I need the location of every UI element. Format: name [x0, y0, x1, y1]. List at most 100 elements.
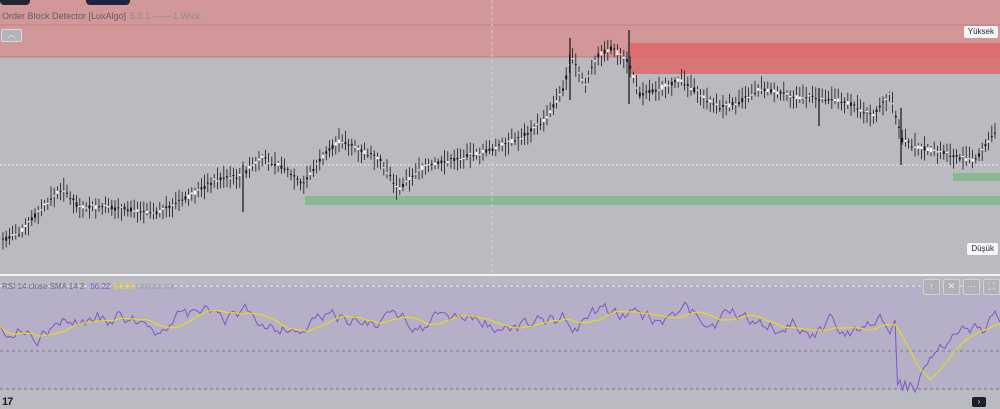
candle-body	[782, 92, 785, 94]
candle-body	[379, 158, 382, 161]
candle-body	[846, 101, 849, 105]
candle-body	[363, 150, 366, 155]
candle-body	[549, 110, 552, 114]
candle-body	[680, 79, 683, 82]
maximize-icon[interactable]: ⛶	[983, 279, 1000, 295]
rsi-na-values: n/a n/a n/a	[136, 282, 175, 291]
toolbar-tab[interactable]	[86, 0, 130, 5]
candle-body	[34, 213, 36, 218]
candle-body	[309, 172, 312, 176]
candle-body	[354, 146, 356, 148]
candle-body	[114, 207, 116, 211]
candle-body	[683, 84, 686, 86]
candle-body	[539, 123, 542, 125]
candle-body	[62, 190, 65, 192]
candle-body	[664, 83, 667, 87]
candle-body	[200, 187, 203, 190]
bearish-order-block	[630, 43, 1000, 74]
candle-body	[949, 155, 952, 157]
indicator-params: 5 3 1 —— 1 Wick	[130, 11, 201, 21]
more-icon[interactable]: ···	[963, 279, 980, 295]
candle-body	[587, 75, 590, 77]
candle-body	[322, 154, 324, 159]
chevron-up-icon[interactable]: ︿	[1, 29, 22, 42]
candle-body	[808, 95, 811, 97]
candle-body	[853, 104, 856, 106]
candle-body	[632, 74, 635, 78]
candle-body	[613, 48, 616, 50]
candle-body	[245, 170, 248, 174]
candle-body	[603, 49, 606, 54]
candle-body	[389, 175, 392, 177]
candle-body	[312, 168, 315, 171]
candle-body	[261, 155, 264, 158]
candle-body	[133, 210, 136, 212]
candle-body	[405, 180, 408, 182]
price-chart[interactable]	[0, 0, 1000, 274]
candle-body	[178, 199, 180, 201]
candle-body	[619, 53, 622, 55]
candle-body	[277, 162, 280, 166]
toolbar-tab[interactable]	[0, 0, 30, 5]
price-pane[interactable]: Order Block Detector [LuxAlgo] 5 3 1 —— 1…	[0, 0, 1000, 274]
candle-body	[866, 111, 868, 113]
candle-body	[677, 78, 680, 82]
candle-body	[597, 53, 600, 58]
candle-body	[952, 155, 955, 158]
candle-body	[430, 163, 433, 165]
tradingview-logo[interactable]: 17	[2, 396, 13, 408]
pane-divider[interactable]	[0, 274, 1000, 276]
candle-body	[171, 204, 174, 206]
candle-body	[741, 98, 744, 103]
rsi-ma-value: 54.09	[113, 282, 134, 291]
candle-body	[267, 162, 270, 164]
candle-body	[888, 93, 891, 95]
candle-body	[98, 206, 100, 208]
rsi-pane[interactable]: RSI 14 close SMA 14 2 56.22 54.09 n/a n/a n…	[0, 276, 1000, 409]
candle-body	[386, 172, 388, 174]
candle-body	[981, 149, 984, 151]
chevron-right-icon[interactable]: ›	[972, 397, 986, 407]
candle-body	[338, 139, 340, 144]
candle-body	[565, 75, 568, 80]
candle-body	[501, 142, 504, 146]
candle-body	[120, 206, 123, 208]
candle-body	[251, 164, 254, 166]
candle-body	[498, 144, 500, 146]
candle-body	[760, 89, 763, 91]
candle-body	[280, 165, 283, 169]
candle-body	[520, 138, 523, 140]
candle-body	[299, 181, 302, 184]
candle-body	[184, 196, 187, 200]
close-icon[interactable]: ✕	[943, 279, 960, 295]
candle-body	[824, 99, 827, 101]
candle-body	[750, 94, 753, 96]
candle-body	[930, 147, 932, 153]
candle-body	[718, 108, 721, 110]
candle-body	[907, 141, 910, 143]
candle-body	[485, 149, 488, 153]
candle-body	[18, 234, 20, 236]
candle-body	[910, 146, 913, 148]
candle-body	[146, 210, 148, 214]
candle-body	[766, 88, 769, 93]
rsi-band	[0, 284, 1000, 389]
candle-body	[987, 140, 990, 143]
candle-body	[725, 103, 728, 105]
candle-body	[350, 143, 353, 146]
candle-body	[158, 210, 161, 213]
rsi-legend[interactable]: RSI 14 close SMA 14 2 56.22 54.09 n/a n/a n…	[2, 282, 174, 291]
candle-body	[395, 186, 398, 188]
candle-body	[283, 168, 286, 170]
candle-body	[94, 205, 97, 209]
indicator-legend[interactable]: Order Block Detector [LuxAlgo] 5 3 1 —— 1…	[2, 11, 200, 21]
rsi-chart[interactable]	[0, 276, 1000, 409]
move-up-icon[interactable]: ↑	[923, 279, 940, 295]
candle-body	[523, 132, 526, 136]
candle-body	[165, 206, 168, 209]
candle-body	[635, 87, 638, 89]
candle-body	[24, 224, 27, 227]
candle-body	[594, 60, 596, 62]
candle-body	[59, 191, 62, 193]
